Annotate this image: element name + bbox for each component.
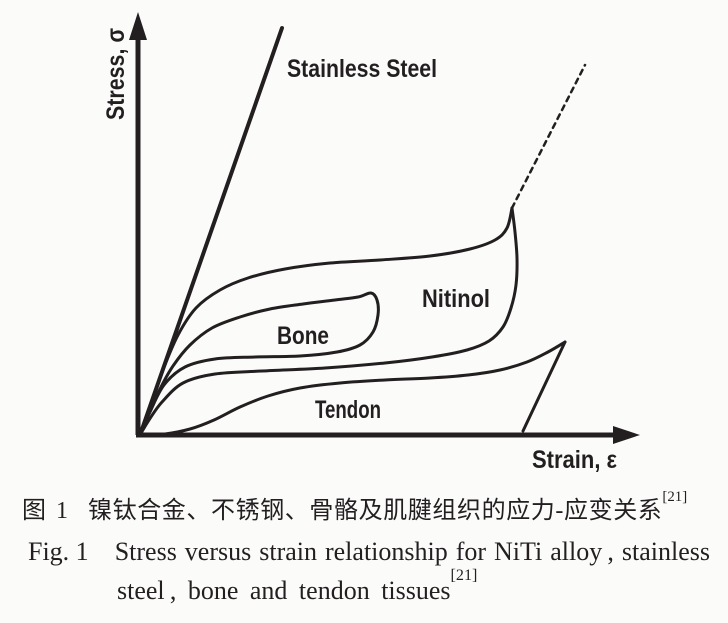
stress-strain-chart: Strain, ε Stress, σ Stainless Steel Nitinol… — [102, 12, 640, 474]
curve-bone-hysteresis-loop — [138, 291, 380, 437]
stress-strain-plot: Strain, ε Stress, σ Stainless Steel Nitinol… — [102, 12, 640, 474]
curve-tendon-end-drop — [521, 340, 567, 433]
y-axis-arrowhead-icon — [129, 12, 147, 40]
caption-en-line2-text: steel , bone and tendon tissues — [117, 576, 451, 605]
curve-label-bone: Bone — [277, 322, 329, 350]
caption-en-line1: Fig. 1 Stress versus strain relationship… — [0, 537, 728, 567]
curve-label-tendon: Tendon — [315, 396, 381, 424]
x-axis-arrowhead-icon — [613, 426, 640, 444]
x-axis-label: Strain, ε — [532, 446, 617, 474]
curve-nitinol-plastic-region-dashed — [510, 63, 587, 210]
caption-en-line1-text: Stress versus strain relationship for Ni… — [114, 537, 710, 566]
figure-number-zh: 图 1 — [22, 498, 70, 524]
curve-nitinol-unloading — [138, 206, 519, 437]
curve-tendon — [138, 340, 567, 437]
figure-number-en: Fig. 1 — [28, 537, 89, 566]
curve-nitinol-loading — [138, 206, 514, 437]
y-axis-label: Stress, σ — [102, 28, 130, 120]
curve-label-nitinol: Nitinol — [422, 285, 490, 313]
citation-ref-zh: [21] — [662, 488, 688, 505]
caption-chinese: 图 1 镍钛合金、不锈钢、骨骼及肌腱组织的应力-应变关系[21] — [0, 488, 728, 525]
caption-zh-text: 镍钛合金、不锈钢、骨骼及肌腱组织的应力-应变关系 — [88, 498, 663, 524]
caption-en-line2: steel , bone and tendon tissues[21] — [0, 567, 728, 606]
caption-english: Fig. 1 Stress versus strain relationship… — [0, 537, 728, 606]
curve-label-stainless-steel: Stainless Steel — [287, 55, 437, 83]
citation-ref-en: [21] — [450, 567, 478, 585]
